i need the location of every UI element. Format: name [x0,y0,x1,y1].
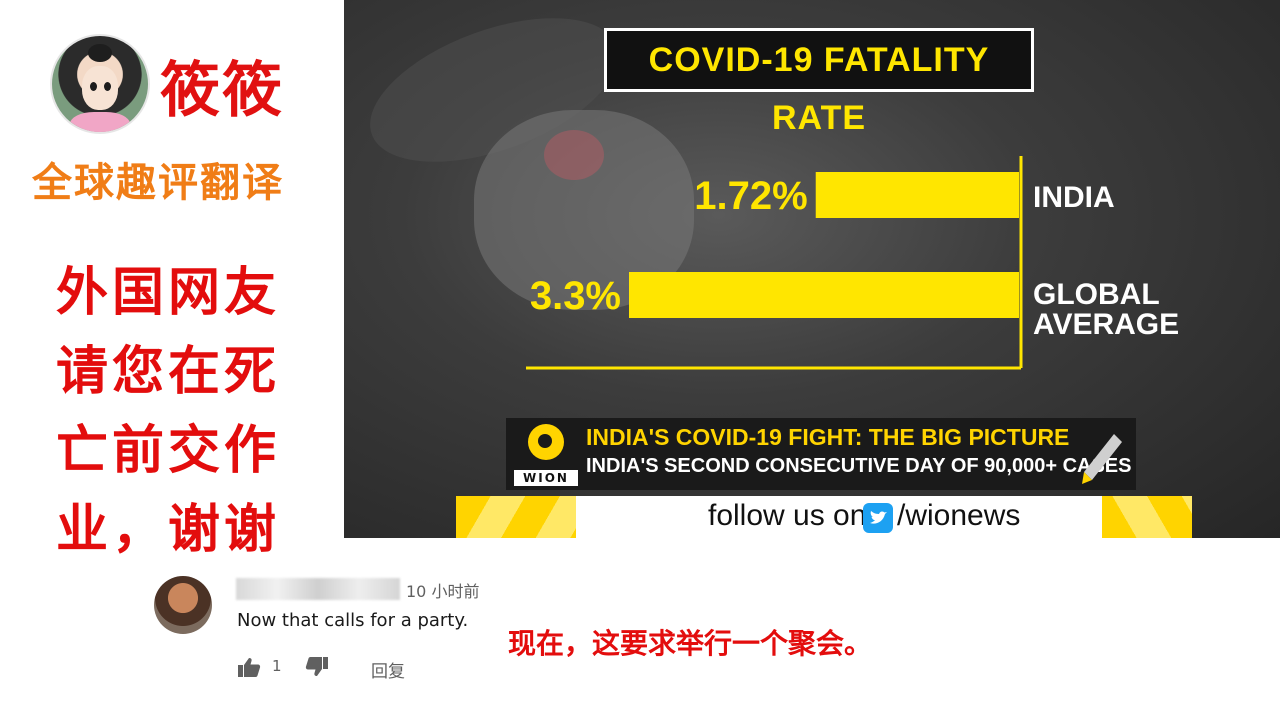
follow-handle: /wionews [897,499,1021,532]
commenter-avatar[interactable] [154,576,212,634]
thumbs-up-icon[interactable] [237,656,261,678]
reply-button[interactable]: 回复 [371,662,405,682]
comment-text: Now that calls for a party. [237,610,469,631]
headline-line: 请您在死 [56,342,281,402]
headline-line: 亡前交作 [56,421,281,481]
twitter-icon [863,503,893,533]
news-ticker [506,418,1136,490]
comment-translation: 现在，这要求举行一个聚会。 [508,627,873,660]
follow-prefix: follow us on [708,499,867,532]
headline-line: 外国网友 [56,263,281,323]
chart-bar [815,172,1019,218]
channel-name: 筱筱 [160,56,284,126]
chart-value-label: 1.72% [694,174,807,218]
chart-value-label: 3.3% [530,274,621,318]
wion-logo-icon [528,424,564,460]
chart-title: COVID-19 FATALITY RATE [648,41,990,137]
like-count: 1 [272,657,282,675]
channel-avatar [50,34,150,134]
chart-category-label: AVERAGE [1033,308,1179,341]
follow-banner [456,496,1192,538]
headline-text: 外国网友 请您在死 亡前交作 业，谢谢 [56,254,316,570]
channel-subtitle: 全球趣评翻译 [32,160,284,206]
commenter-name-blurred[interactable] [236,578,400,600]
ticker-subline: INDIA'S SECOND CONSECUTIVE DAY OF 90,000… [586,455,1132,477]
chart-title-box: COVID-19 FATALITY RATE [604,28,1034,137]
chart-bar [629,272,1019,318]
pen-icon [1082,434,1122,484]
video-frame[interactable]: COVID-19 FATALITY RATE 1.72% INDIA 3.3% GLO… [344,0,1280,538]
comment-time[interactable]: 10 小时前 [406,582,480,601]
chart-category-label: GLOBAL [1033,278,1160,311]
headline-line: 业，谢谢 [56,500,281,560]
chart-category-label: INDIA [1033,181,1115,214]
wion-logo-text: WION [514,470,578,486]
ticker-headline: INDIA'S COVID-19 FIGHT: THE BIG PICTURE [586,424,1070,450]
thumbs-down-icon[interactable] [305,656,329,678]
